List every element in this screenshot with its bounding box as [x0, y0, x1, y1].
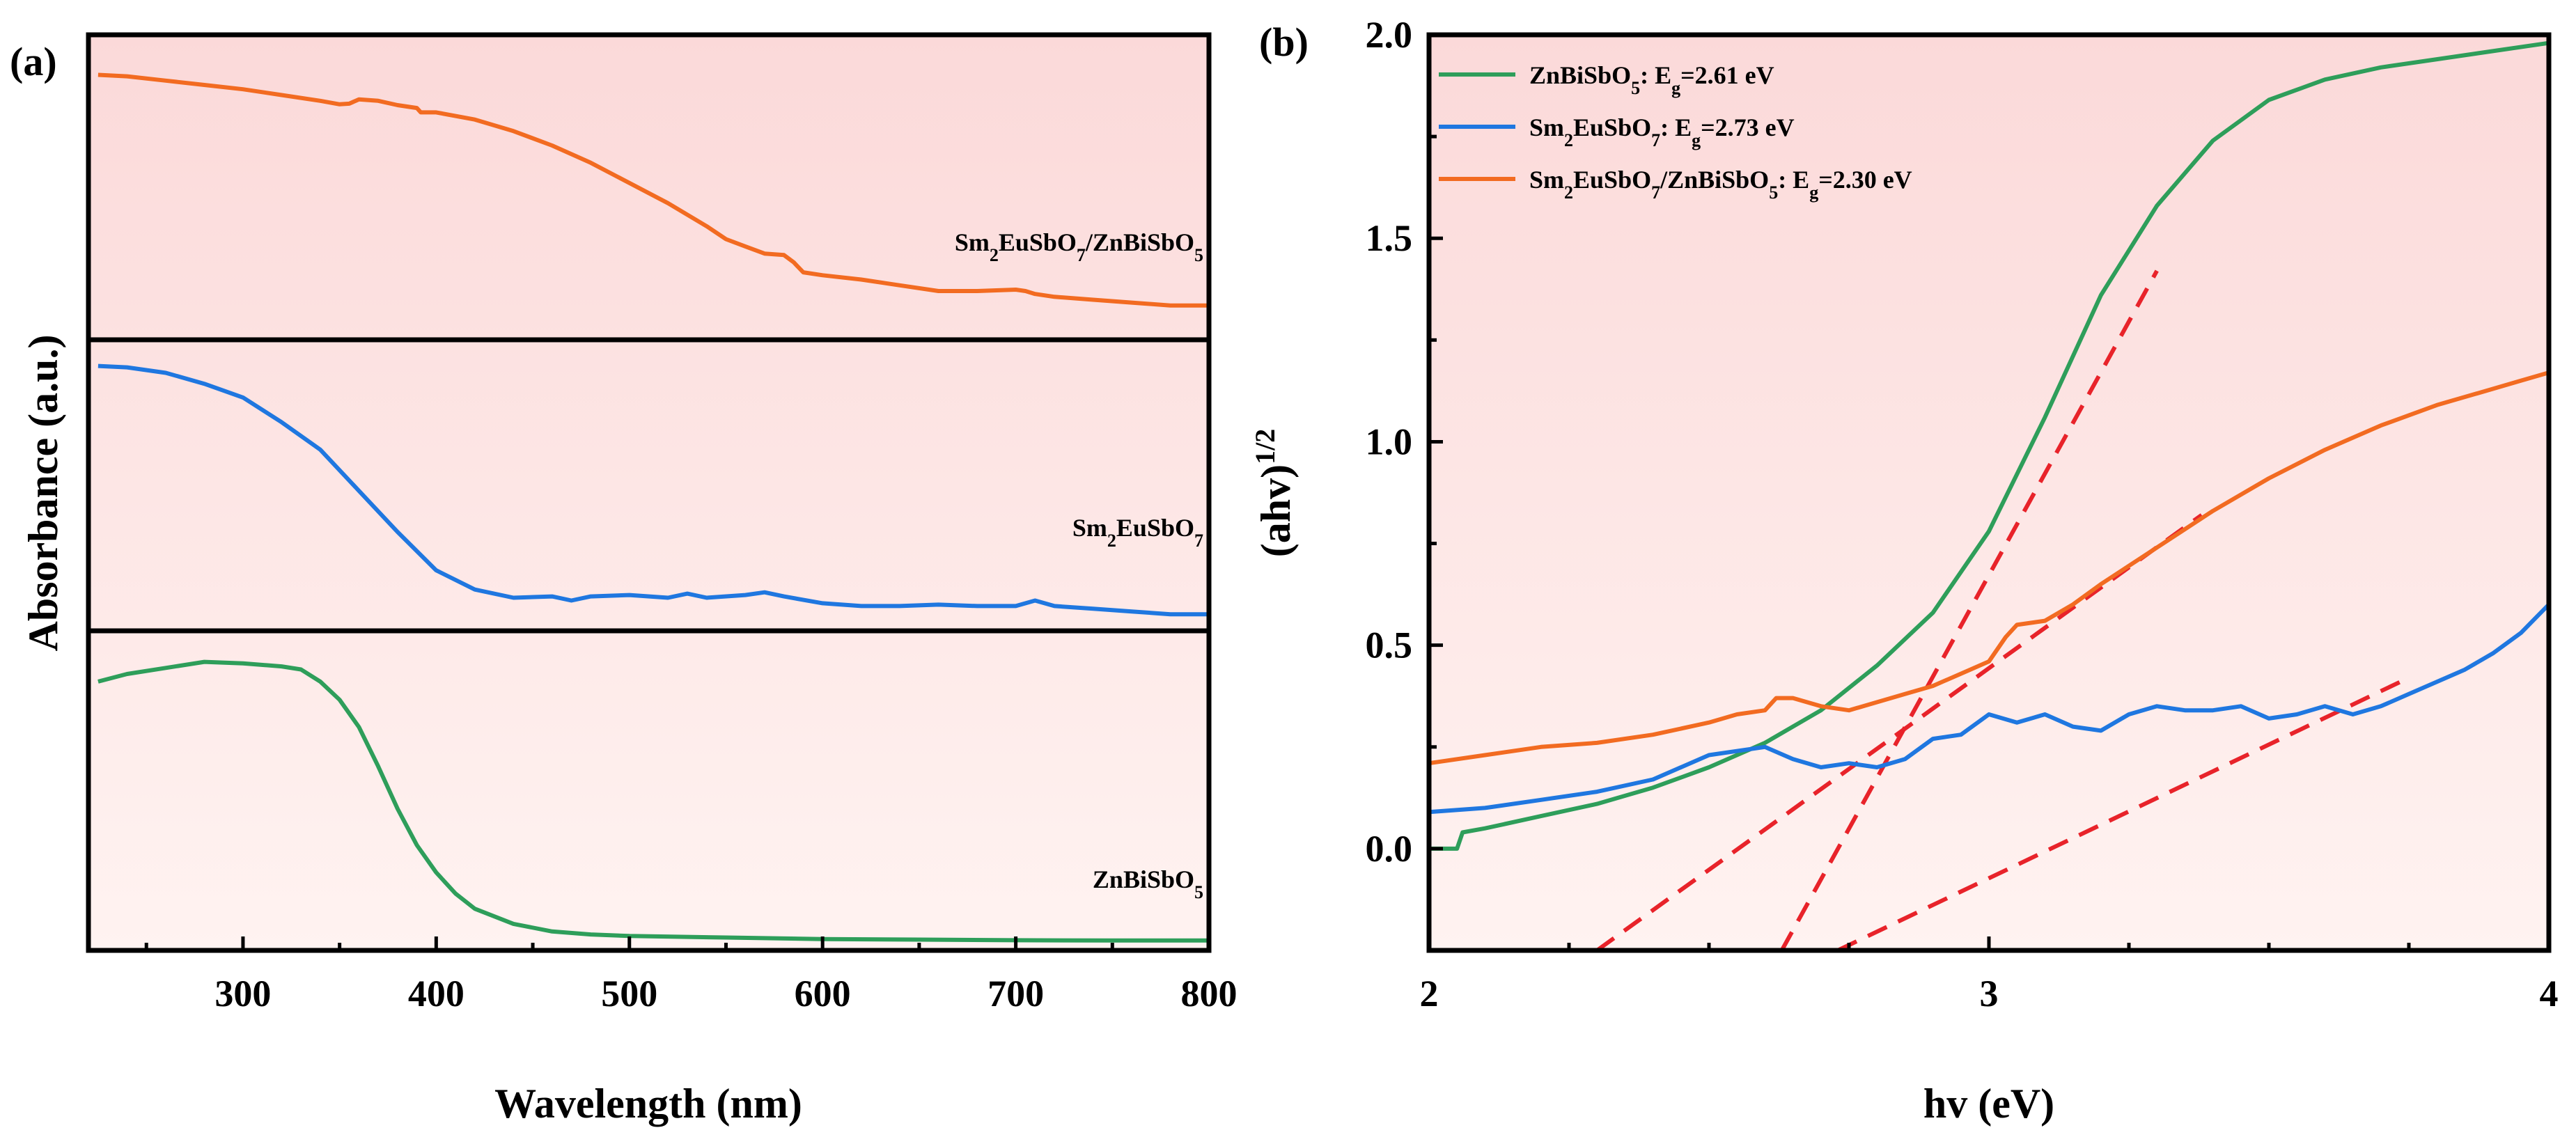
y-tick-label: 0.0 [1366, 828, 1413, 870]
y-tick-label: 0.5 [1366, 625, 1413, 666]
y-tick-label: 1.0 [1366, 421, 1413, 462]
x-tick-label: 600 [795, 973, 851, 1014]
panel-a-x-axis-title: Wavelength (nm) [494, 1081, 802, 1127]
panel-b-y-axis-title: (ahv)1/2 [1249, 429, 1299, 557]
panel-a-x-ticks: 300 400 500 600 700 800 [144, 936, 1238, 1014]
series-line-sm2eusbo7-znbisbo5 [97, 72, 1209, 308]
x-tick-label: 300 [214, 973, 271, 1014]
legend-entry-sm2eusbo7-znbisbo5: Sm2EuSbO7/ZnBiSbO5: Eg=2.30 eV [1529, 166, 1912, 203]
series-label-sm2eusbo7-znbisbo5: Sm2EuSbO7/ZnBiSbO5 [955, 228, 1203, 265]
y-tick-label: 1.5 [1366, 217, 1413, 259]
panel-a-label: (a) [10, 39, 57, 84]
series-line-sm2eusbo7 [1428, 603, 2551, 815]
panel-b-label: (b) [1259, 19, 1309, 65]
panel-a-series-labels: Sm2EuSbO7/ZnBiSbO5 Sm2EuSbO7 ZnBiSbO5 [955, 228, 1203, 902]
legend-entry-znbisbo5: ZnBiSbO5: Eg=2.61 eV [1529, 61, 1774, 98]
panel-b-y-ticks: 0.0 0.5 1.0 1.5 2.0 [1366, 14, 1443, 952]
series-line-znbisbo5 [1429, 40, 2550, 851]
series-label-znbisbo5: ZnBiSbO5 [1093, 865, 1203, 902]
panel-b-legend: ZnBiSbO5: Eg=2.61 eV Sm2EuSbO7: Eg=2.73 e… [1439, 61, 1912, 203]
series-line-znbisbo5 [97, 659, 1209, 943]
fit-line-znbisbo5-tangent [1779, 269, 2159, 952]
x-tick-label: 500 [601, 973, 657, 1014]
panel-a-series [97, 72, 1209, 943]
fit-line-sm2eusbo7-tangent [1836, 675, 2410, 952]
panel-b-series [1428, 40, 2551, 851]
panel-a-y-axis-title: Absorbance (a.u.) [20, 334, 66, 651]
panel-a-frame [86, 32, 1212, 953]
x-tick-label: 800 [1181, 973, 1238, 1014]
panel-b-x-ticks: 2 3 4 [1420, 936, 2559, 1014]
series-line-sm2eusbo7 [97, 363, 1209, 617]
x-tick-label: 700 [988, 973, 1044, 1014]
panel-b-x-axis-title: hv (eV) [1923, 1081, 2054, 1127]
series-label-sm2eusbo7: Sm2EuSbO7 [1072, 514, 1203, 551]
x-tick-label: 4 [2540, 973, 2559, 1014]
panel-b: 2 3 4 0.0 0.5 1.0 1.5 2.0 ZnBiSbO5: Eg=2.61 eV… [1249, 14, 2559, 1127]
y-tick-label: 2.0 [1366, 14, 1413, 56]
fit-line-sm2eusbo7-znbisbo5-tangent [1595, 513, 2203, 952]
panel-a: Sm2EuSbO7/ZnBiSbO5 Sm2EuSbO7 ZnBiSbO5 300 4… [10, 32, 1238, 1127]
x-tick-label: 400 [408, 973, 465, 1014]
series-line-sm2eusbo7-znbisbo5 [1428, 370, 2550, 766]
panel-b-fit-lines [1595, 269, 2410, 952]
legend-entry-sm2eusbo7: Sm2EuSbO7: Eg=2.73 eV [1529, 113, 1795, 150]
panel-a-background [88, 35, 1209, 950]
x-tick-label: 2 [1420, 973, 1439, 1014]
x-tick-label: 3 [1980, 973, 1999, 1014]
